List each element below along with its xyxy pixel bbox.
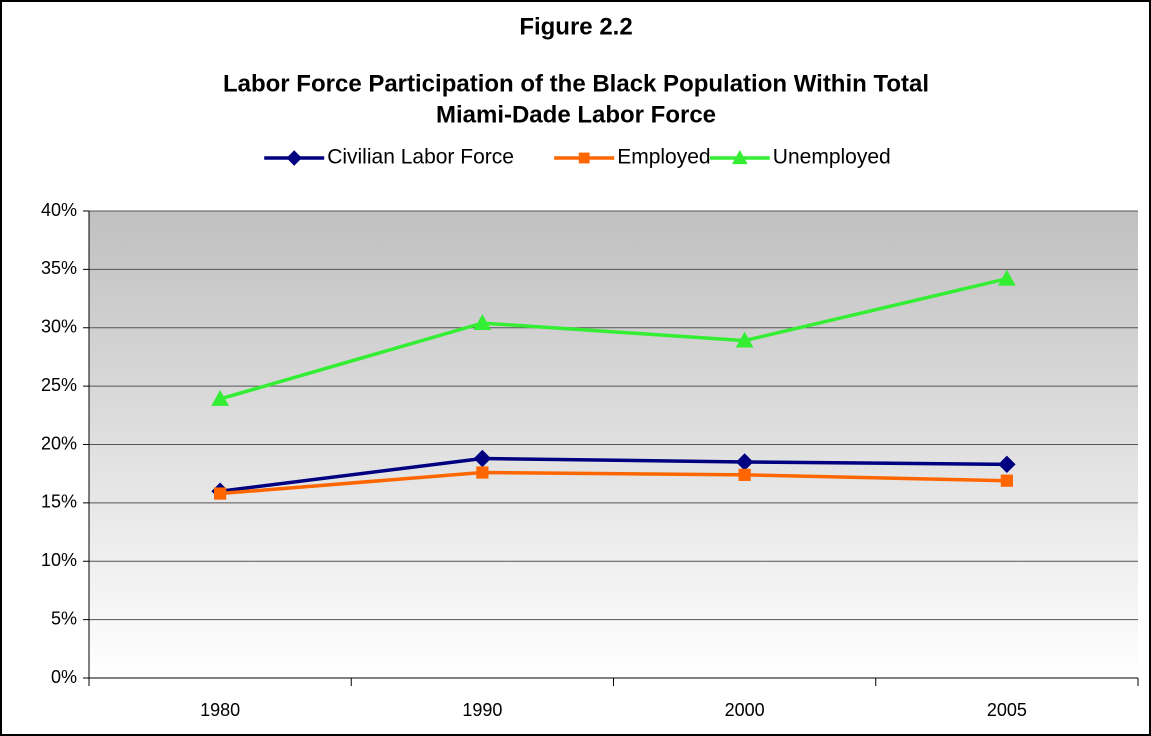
x-tick-label: 1990	[462, 700, 502, 720]
legend-label: Unemployed	[773, 146, 891, 169]
legend-label: Employed	[617, 146, 710, 169]
y-tick-label: 30%	[41, 317, 77, 337]
chart-subtitle: Labor Force Participation of the Black P…	[223, 70, 929, 97]
marker	[735, 331, 754, 348]
y-tick-label: 5%	[51, 608, 77, 628]
marker	[731, 149, 748, 165]
x-tick-label: 2005	[987, 700, 1027, 720]
y-tick-label: 35%	[41, 258, 77, 278]
series-line	[219, 470, 1007, 496]
y-tick-label: 10%	[41, 550, 77, 570]
marker	[738, 468, 751, 481]
chart-subtitle: Miami-Dade Labor Force	[436, 101, 716, 128]
marker	[998, 269, 1016, 286]
legend-label: Civilian Labor Force	[327, 146, 514, 169]
y-tick-label: 40%	[41, 200, 77, 220]
y-tick-label: 25%	[41, 375, 77, 395]
series-line	[219, 456, 1007, 493]
y-tick-label: 20%	[41, 433, 77, 453]
marker	[473, 314, 492, 330]
y-tick-label: 0%	[51, 667, 77, 687]
x-tick-label: 2000	[725, 700, 765, 720]
series-line	[219, 277, 1008, 401]
marker	[211, 389, 229, 406]
marker	[1000, 474, 1013, 487]
marker	[286, 150, 302, 166]
marker	[214, 487, 227, 500]
marker	[578, 152, 590, 164]
x-tick-label: 1980	[200, 700, 240, 720]
marker	[476, 466, 489, 479]
marker	[998, 455, 1016, 474]
chart-title: Figure 2.2	[519, 13, 632, 40]
y-tick-label: 15%	[41, 492, 77, 512]
